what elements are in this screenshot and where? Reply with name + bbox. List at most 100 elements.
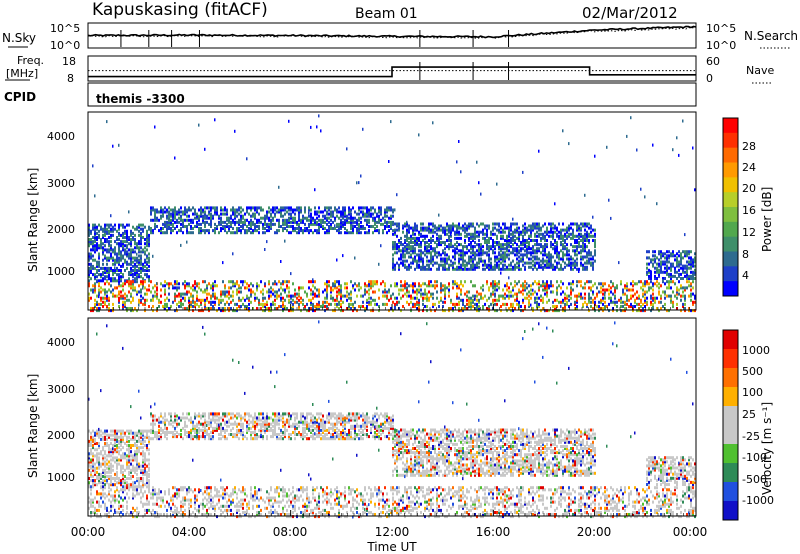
heatmap-cell xyxy=(444,284,446,288)
heatmap-cell xyxy=(274,294,276,298)
heatmap-cell xyxy=(176,212,178,216)
heatmap-cell xyxy=(190,231,192,235)
heatmap-cell xyxy=(90,240,92,244)
heatmap-cell xyxy=(372,298,374,302)
heatmap-cell xyxy=(344,212,346,216)
heatmap-cell xyxy=(352,229,354,233)
heatmap-cell xyxy=(472,249,474,253)
heatmap-cell xyxy=(476,294,478,298)
heatmap-cell xyxy=(486,228,488,232)
heatmap-cell xyxy=(586,267,588,271)
heatmap-cell xyxy=(408,245,410,249)
heatmap-cell xyxy=(324,206,326,210)
heatmap-cell xyxy=(662,262,664,266)
heatmap-cell xyxy=(556,253,558,257)
heatmap-cell xyxy=(122,236,124,239)
heatmap-cell xyxy=(186,284,188,288)
heatmap-cell xyxy=(466,307,468,310)
heatmap-cell-sparse xyxy=(522,170,524,174)
heatmap-cell xyxy=(416,307,418,310)
heatmap-cell xyxy=(92,227,94,231)
heatmap-cell xyxy=(128,280,130,284)
heatmap-cell xyxy=(636,296,638,300)
heatmap-cell xyxy=(458,302,460,306)
heatmap-cell xyxy=(94,288,96,292)
heatmap-cell xyxy=(554,265,556,269)
heatmap-cell xyxy=(646,256,648,260)
heatmap-cell xyxy=(434,280,436,284)
heatmap-cell xyxy=(538,302,540,306)
heatmap-cell xyxy=(416,290,418,294)
heatmap-cell xyxy=(98,254,100,258)
heatmap-cell xyxy=(570,263,572,267)
heatmap-cell xyxy=(668,280,670,284)
heatmap-cell xyxy=(694,264,696,268)
heatmap-cell xyxy=(494,286,496,290)
heatmap-cell xyxy=(326,290,328,294)
heatmap-cell xyxy=(92,225,94,229)
heatmap-cell xyxy=(160,288,162,292)
heatmap-cell xyxy=(104,233,106,237)
heatmap-cell-sparse xyxy=(320,129,322,133)
heatmap-cell xyxy=(570,282,572,286)
heatmap-cell xyxy=(680,309,682,313)
heatmap-cell xyxy=(522,263,524,267)
heatmap-cell xyxy=(586,236,588,240)
heatmap-cell xyxy=(92,485,94,489)
heatmap-cell xyxy=(542,259,544,263)
heatmap-cell xyxy=(520,232,522,236)
heatmap-cell xyxy=(154,212,156,216)
heatmap-cell xyxy=(426,245,428,249)
heatmap-cell xyxy=(106,250,108,254)
heatmap-cell xyxy=(270,302,272,306)
heatmap-cell xyxy=(382,290,384,294)
heatmap-cell xyxy=(602,298,604,302)
heatmap-cell xyxy=(248,220,250,224)
heatmap-cell xyxy=(392,241,394,244)
heatmap-cell xyxy=(656,307,658,310)
heatmap-cell xyxy=(488,259,490,263)
heatmap-cell xyxy=(346,218,348,222)
heatmap-cell xyxy=(136,273,138,277)
heatmap-cell xyxy=(430,280,432,284)
heatmap-cell xyxy=(664,262,666,266)
heatmap-cell xyxy=(256,225,258,228)
heatmap-cell xyxy=(254,214,256,218)
heatmap-cell xyxy=(418,253,420,257)
heatmap-cell xyxy=(178,220,180,224)
heatmap-cell xyxy=(516,294,518,298)
heatmap-cell xyxy=(664,252,666,256)
heatmap-cell xyxy=(556,290,558,294)
heatmap-cell xyxy=(478,249,480,253)
heatmap-cell xyxy=(178,294,180,298)
heatmap-cell xyxy=(266,229,268,233)
heatmap-cell xyxy=(694,272,696,276)
heatmap-cell xyxy=(586,265,588,269)
heatmap-cell xyxy=(664,296,666,300)
heatmap-cell xyxy=(320,225,322,228)
heatmap-cell xyxy=(552,222,554,226)
heatmap-cell xyxy=(492,251,494,255)
heatmap-cell xyxy=(454,257,456,261)
heatmap-cell xyxy=(266,225,268,228)
heatmap-cell xyxy=(408,224,410,228)
heatmap-cell xyxy=(564,234,566,238)
heatmap-cell xyxy=(316,229,318,233)
heatmap-cell xyxy=(326,307,328,310)
heatmap-cell xyxy=(458,286,460,290)
heatmap-cell xyxy=(554,230,556,234)
heatmap-cell xyxy=(342,208,344,212)
heatmap-cell xyxy=(658,290,660,294)
heatmap-cell xyxy=(606,288,608,292)
heatmap-cell xyxy=(204,290,206,294)
heatmap-cell xyxy=(654,296,656,300)
heatmap-cell xyxy=(508,307,510,310)
heatmap-cell xyxy=(404,292,406,296)
heatmap-cell xyxy=(238,229,240,233)
heatmap-cell xyxy=(562,253,564,257)
heatmap-cell-sparse xyxy=(96,332,98,336)
heatmap-cell xyxy=(124,225,126,229)
heatmap-cell xyxy=(360,216,362,220)
heatmap-cell xyxy=(110,240,112,244)
